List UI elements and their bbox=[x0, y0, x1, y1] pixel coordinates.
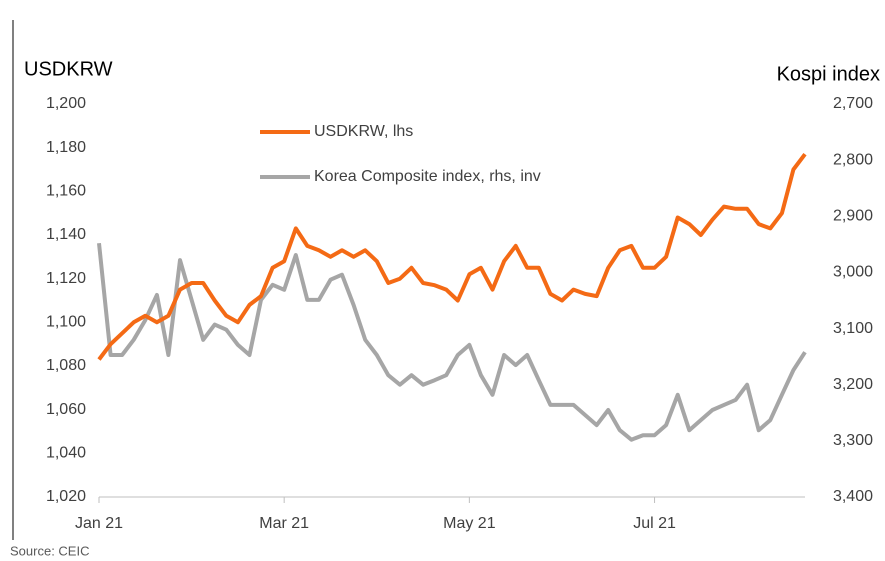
y-tick-label: 1,200 bbox=[46, 95, 86, 112]
x-tick-label: Jan 21 bbox=[75, 515, 123, 532]
y2-tick-label: 3,400 bbox=[833, 488, 873, 505]
y-tick-label: 1,080 bbox=[46, 357, 86, 374]
y-tick-label: 1,120 bbox=[46, 270, 86, 287]
x-tick-label: Jul 21 bbox=[633, 515, 676, 532]
y-tick-label: 1,160 bbox=[46, 183, 86, 200]
y-tick-label: 1,140 bbox=[46, 226, 86, 243]
y-tick-label: 1,180 bbox=[46, 139, 86, 156]
x-tick-label: Mar 21 bbox=[259, 515, 309, 532]
y-tick-label: 1,020 bbox=[46, 488, 86, 505]
y-tick-label: 1,040 bbox=[46, 445, 86, 462]
series-line bbox=[97, 152, 807, 361]
x-tick-label: May 21 bbox=[443, 515, 496, 532]
y-tick-label: 1,060 bbox=[46, 401, 86, 418]
y2-tick-label: 3,100 bbox=[833, 320, 873, 337]
source: Source: CEIC bbox=[10, 543, 89, 558]
y2-tick-label: 3,200 bbox=[833, 376, 873, 393]
y2-axis-title: Kospi index bbox=[777, 63, 880, 85]
series-line bbox=[97, 242, 807, 442]
y2-tick-label: 2,700 bbox=[833, 95, 873, 112]
legend-label: Korea Composite index, rhs, inv bbox=[314, 168, 541, 185]
y2-tick-label: 2,800 bbox=[833, 151, 873, 168]
y2-tick-label: 2,900 bbox=[833, 208, 873, 225]
y-tick-label: 1,100 bbox=[46, 314, 86, 331]
y-axis-title: USDKRW bbox=[24, 58, 113, 80]
y2-tick-label: 3,000 bbox=[833, 264, 873, 281]
legend-label: USDKRW, lhs bbox=[314, 123, 413, 140]
y2-tick-label: 3,300 bbox=[833, 432, 873, 449]
